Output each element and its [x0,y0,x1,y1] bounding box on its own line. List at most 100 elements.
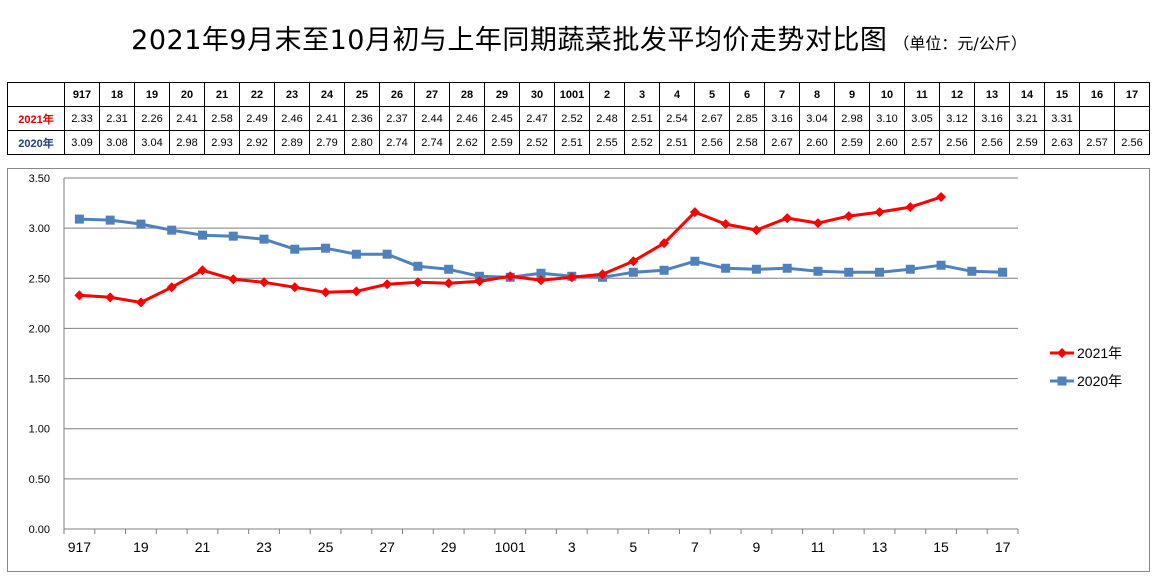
data-point [413,261,423,271]
data-point [536,275,546,286]
unit-label: （单位：元/公斤） [893,34,1027,53]
data-point [505,271,516,282]
table-header-cell: 25 [344,82,380,107]
x-tick-label: 1001 [495,539,526,555]
table-cell: 3.12 [939,106,975,131]
data-point [751,225,762,236]
data-point [782,213,793,224]
table-cell: 2.57 [1079,130,1115,155]
data-point [998,267,1008,277]
legend-marker [1057,376,1067,386]
x-tick-label: 13 [872,539,888,555]
data-point [967,266,977,276]
chart-frame [7,168,1150,572]
data-point [782,263,792,273]
data-point [166,282,177,293]
data-point [536,268,546,278]
table-cell: 3.04 [134,130,170,155]
table-cell: 2.45 [484,106,520,131]
data-point [135,297,146,308]
data-point [382,279,393,290]
table-cell: 2.57 [904,130,940,155]
data-point [351,249,361,259]
data-point [74,290,85,301]
x-tick-label: 15 [933,539,949,555]
y-tick-label: 2.50 [29,273,50,285]
table-cell: 2.93 [204,130,240,155]
data-point [136,219,146,229]
x-tick-label: 25 [318,539,334,555]
data-point [751,264,761,274]
data-point [844,267,854,277]
table-cell: 2.41 [309,106,345,131]
x-tick-label: 917 [68,539,92,555]
data-point [690,256,700,266]
table-cell: 3.08 [99,130,135,155]
table-row: 2020年 3.09 3.08 3.04 2.98 2.93 2.92 2.89 2.79 2.8… [7,130,1150,155]
x-tick-label: 7 [691,539,699,555]
legend-marker [1057,348,1067,358]
data-point [197,265,208,276]
table-cell: 3.16 [764,106,800,131]
data-point [259,234,269,244]
y-tick-label: 1.00 [29,424,50,436]
data-point [689,207,700,218]
table-header-cell: 10 [869,82,905,107]
y-tick-label: 0.00 [29,524,50,536]
table-cell: 2.74 [414,130,450,155]
data-point [290,244,300,254]
legend-label: 2020年 [1077,373,1122,389]
data-point [444,264,454,274]
series-line [79,195,942,304]
table-cell: 2.56 [1114,130,1150,155]
table-cell: 3.31 [1044,106,1080,131]
table-cell: 2.89 [274,130,310,155]
table-header-cell: 8 [799,82,835,107]
table-cell: 3.21 [1009,106,1045,131]
y-tick-label: 3.00 [29,223,50,235]
table-header-cell: 26 [379,82,415,107]
legend-label: 2021年 [1077,345,1122,361]
table-cell: 2.59 [484,130,520,155]
table-cell: 2.98 [169,130,205,155]
data-point [321,243,331,253]
data-point [936,192,947,203]
table-cell: 2.55 [589,130,625,155]
table-header-cell: 917 [64,82,100,107]
table-cell: 2.36 [344,106,380,131]
table-cell: 2.54 [659,106,695,131]
chart-title-row: 2021年9月末至10月初与上年同期蔬菜批发平均价走势对比图 （单位：元/公斤） [0,18,1158,57]
table-cell: 2.56 [694,130,730,155]
data-point [167,225,177,235]
x-tick-label: 19 [133,539,149,555]
data-point [289,282,300,293]
table-row-label: 2020年 [7,130,65,155]
table-cell: 3.09 [64,130,100,155]
table-header-cell: 20 [169,82,205,107]
y-tick-label: 3.50 [29,173,50,185]
table-cell: 2.60 [869,130,905,155]
table-cell: 2.41 [169,106,205,131]
data-point [382,249,392,259]
data-point [412,277,423,288]
table-cell: 3.10 [869,106,905,131]
data-point [874,207,885,218]
data-point [628,256,639,267]
table-cell: 2.56 [939,130,975,155]
table-header-cell: 15 [1044,82,1080,107]
data-point [597,269,608,280]
y-tick-label: 2.00 [29,323,50,335]
data-point [843,211,854,222]
table-header-cell: 27 [414,82,450,107]
data-point [351,286,362,297]
x-tick-label: 27 [379,539,395,555]
x-tick-label: 29 [441,539,457,555]
table-header-cell: 14 [1009,82,1045,107]
table-cell: 2.47 [519,106,555,131]
x-tick-label: 17 [995,539,1011,555]
data-point [105,215,115,225]
table-cell: 2.52 [519,130,555,155]
data-point [566,272,577,283]
table-cell: 2.85 [729,106,765,131]
data-point [259,277,270,288]
